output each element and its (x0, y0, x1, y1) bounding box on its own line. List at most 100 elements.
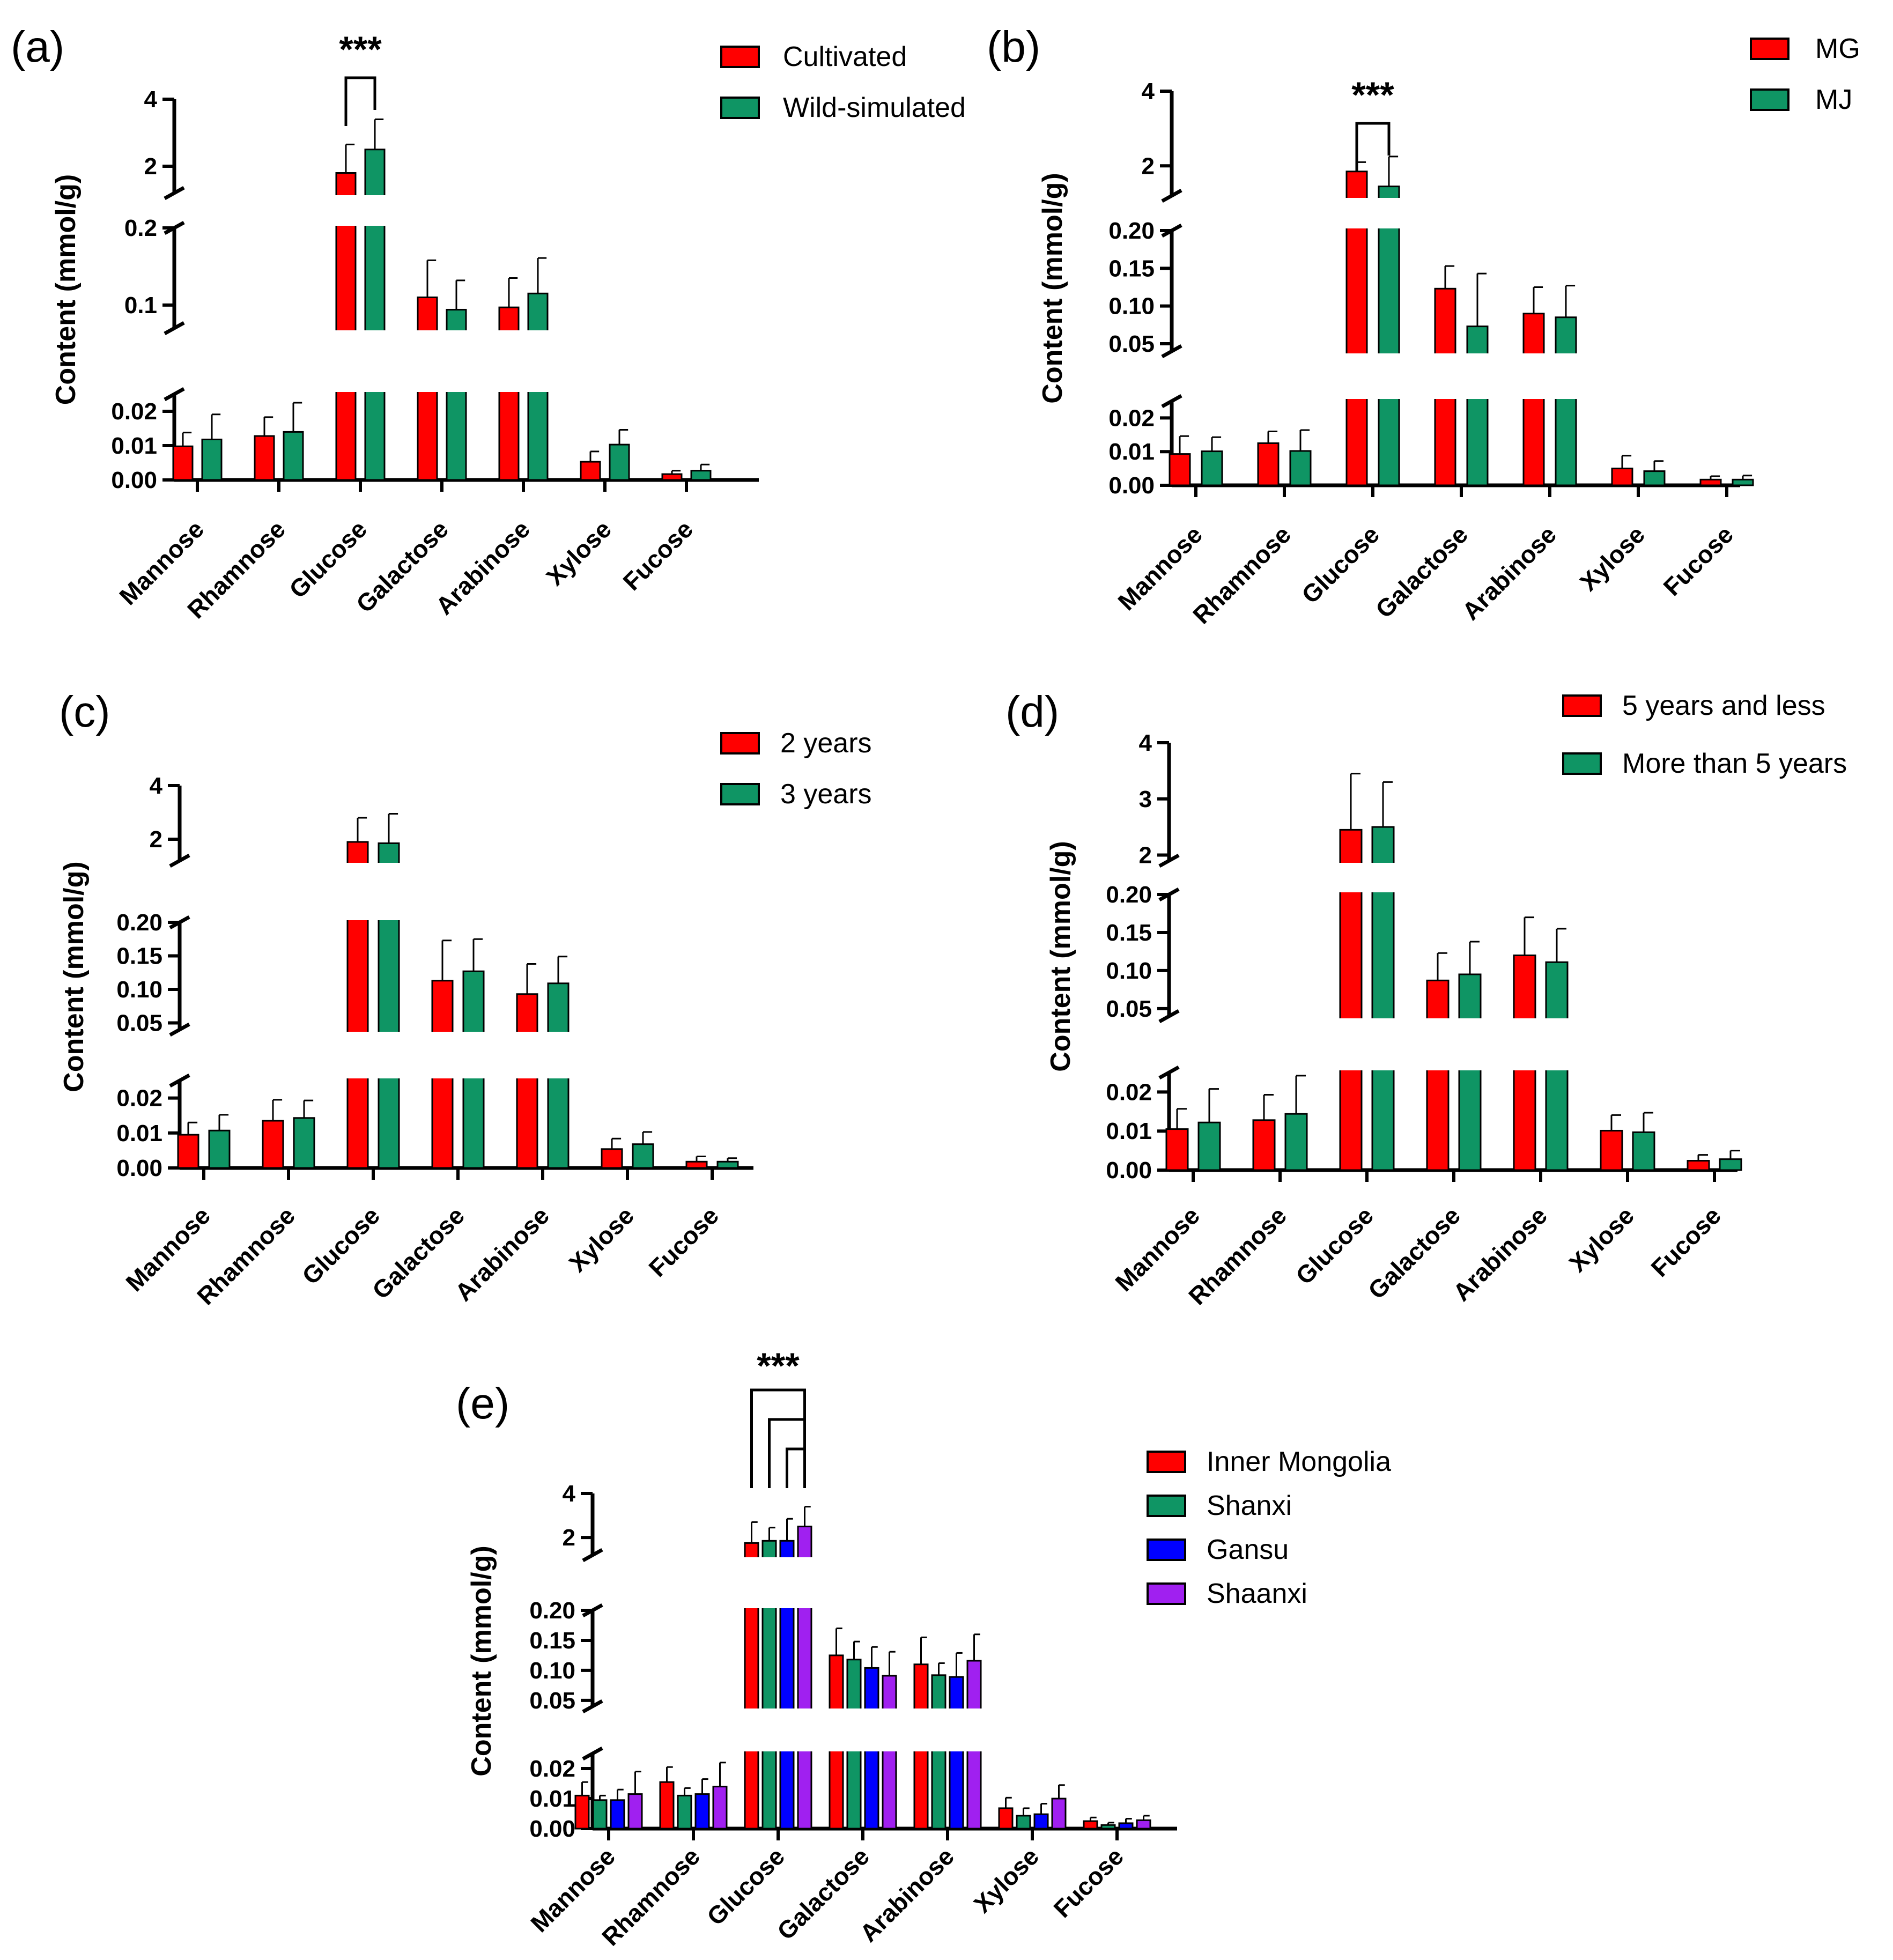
bar-d-rhamnose-1 (1284, 1113, 1308, 1171)
y-tick-label: 0.01 (529, 1786, 575, 1812)
y-tick-label: 0.10 (116, 977, 162, 1003)
axis-break-mark (1158, 887, 1180, 902)
y-tick-label: 0.15 (1106, 920, 1152, 946)
y-tick-label: 0.05 (1106, 996, 1152, 1022)
y-tick-label: 0.02 (1106, 1079, 1152, 1105)
y-tick-label: 0.10 (1106, 958, 1152, 984)
significance-label: *** (339, 29, 382, 70)
bar-b-fucose-1 (1732, 478, 1754, 486)
significance-label: *** (757, 1345, 800, 1386)
y-axis-label: Content (mmol/g) (466, 1545, 497, 1776)
x-tick-label: Fucose (1048, 1842, 1129, 1923)
bar-e-fucose-3 (1136, 1819, 1151, 1830)
bar-a-rhamnose-1 (283, 431, 304, 481)
panel-label: (e) (456, 1379, 509, 1428)
y-tick-label: 0.02 (529, 1756, 575, 1782)
y-tick-label: 4 (1139, 730, 1152, 756)
y-tick-label: 0.2 (124, 215, 157, 241)
bar-d-galactose-0 (1426, 979, 1450, 1171)
axis-break-gap (585, 1708, 1177, 1751)
bar-e-fucose-1 (1100, 1824, 1116, 1830)
y-tick-label: 0.20 (1106, 882, 1152, 908)
x-tick-label: Xylose (563, 1201, 639, 1277)
panel-label: (c) (59, 687, 110, 736)
legend-swatch (1147, 1495, 1186, 1517)
significance-bracket (1355, 122, 1391, 172)
bar-c-xylose-0 (601, 1148, 623, 1169)
bar-c-rhamnose-0 (262, 1120, 284, 1169)
legend-label: 5 years and less (1622, 690, 1825, 721)
y-tick-label: 0.20 (529, 1597, 575, 1624)
axis-break-mark (169, 853, 190, 868)
axis-break-mark (164, 186, 185, 201)
axis-break-gap (1162, 1018, 1737, 1070)
y-tick-label: 0.01 (1108, 439, 1155, 465)
bar-e-arabinose-2 (949, 1676, 964, 1830)
bar-e-mannose-3 (627, 1793, 643, 1830)
x-tick-label: Galactose (1370, 520, 1473, 623)
y-tick-label: 0.15 (529, 1628, 575, 1654)
legend-swatch (1750, 38, 1790, 60)
y-tick-label: 2 (1139, 842, 1152, 869)
y-tick-label: 0.02 (1108, 405, 1155, 431)
bar-b-arabinose-1 (1555, 316, 1577, 486)
axis-break-mark (1158, 853, 1180, 868)
x-tick-label: Glucose (1290, 1201, 1379, 1290)
y-tick-label: 0.02 (116, 1085, 162, 1112)
bar-e-xylose-1 (1016, 1815, 1031, 1830)
y-tick-label: 0.20 (1108, 218, 1155, 244)
x-tick-label: Xylose (968, 1842, 1044, 1918)
bar-c-xylose-1 (632, 1143, 654, 1169)
bar-c-fucose-1 (716, 1160, 739, 1169)
axis-break-mark (1161, 344, 1182, 359)
legend-swatch (720, 97, 760, 119)
bar-a-fucose-0 (661, 473, 683, 481)
axis-break-mark (169, 915, 190, 930)
y-tick-label: 0.20 (116, 909, 162, 936)
legend-swatch (1147, 1582, 1186, 1605)
legend-swatch (1147, 1539, 1186, 1561)
bar-b-galactose-1 (1466, 326, 1489, 486)
x-tick-label: Fucose (643, 1201, 724, 1282)
y-tick-label: 2 (1142, 153, 1155, 179)
legend-swatch (720, 783, 760, 805)
legend-label: MG (1815, 33, 1860, 64)
bar-c-fucose-0 (685, 1160, 708, 1169)
significance-bracket (344, 76, 376, 126)
axis-break-gap (167, 330, 759, 392)
legend-label: 2 years (780, 728, 872, 759)
bar-b-fucose-0 (1699, 478, 1722, 486)
legend-label: Shanxi (1207, 1490, 1292, 1521)
y-tick-label: 0.02 (111, 398, 157, 425)
axis-break-mark (164, 220, 185, 235)
x-tick-label: Arabinose (1456, 520, 1562, 625)
y-tick-label: 0.15 (116, 943, 162, 970)
y-tick-label: 2 (563, 1525, 575, 1551)
significance-label: *** (1351, 75, 1394, 115)
legend-label: Inner Mongolia (1207, 1446, 1391, 1477)
axis-break-mark (1158, 1009, 1180, 1024)
bar-e-rhamnose-0 (659, 1781, 675, 1830)
axis-break-mark (582, 1548, 603, 1563)
y-tick-label: 0.00 (1106, 1157, 1152, 1184)
x-tick-label: Xylose (1574, 520, 1650, 596)
legend-swatch (1562, 752, 1602, 775)
y-axis-label: Content (mmol/g) (1037, 173, 1068, 403)
axis-break-gap (1164, 198, 1740, 228)
bar-d-mannose-0 (1165, 1128, 1189, 1171)
bar-a-rhamnose-0 (254, 435, 275, 481)
bar-d-fucose-1 (1719, 1158, 1742, 1171)
axis-break-mark (1161, 394, 1182, 409)
bar-e-xylose-2 (1033, 1813, 1049, 1830)
x-tick-label: Xylose (541, 515, 617, 591)
panel-e: (e) Content (mmol/g) 0.00 0.01 0.02 0.05 0.10 0… (456, 1345, 1391, 1951)
axis-break-mark (1158, 1065, 1180, 1080)
x-tick-label: Glucose (701, 1842, 790, 1931)
bar-e-rhamnose-2 (694, 1793, 710, 1830)
bar-d-fucose-0 (1687, 1160, 1710, 1171)
bar-e-mannose-2 (610, 1799, 625, 1830)
bar-e-arabinose-1 (931, 1674, 946, 1830)
y-tick-label: 2 (144, 153, 157, 180)
panel-c: (c) Content (mmol/g) 0.00 0.01 0.02 0.05 0.10 0… (58, 687, 872, 1310)
